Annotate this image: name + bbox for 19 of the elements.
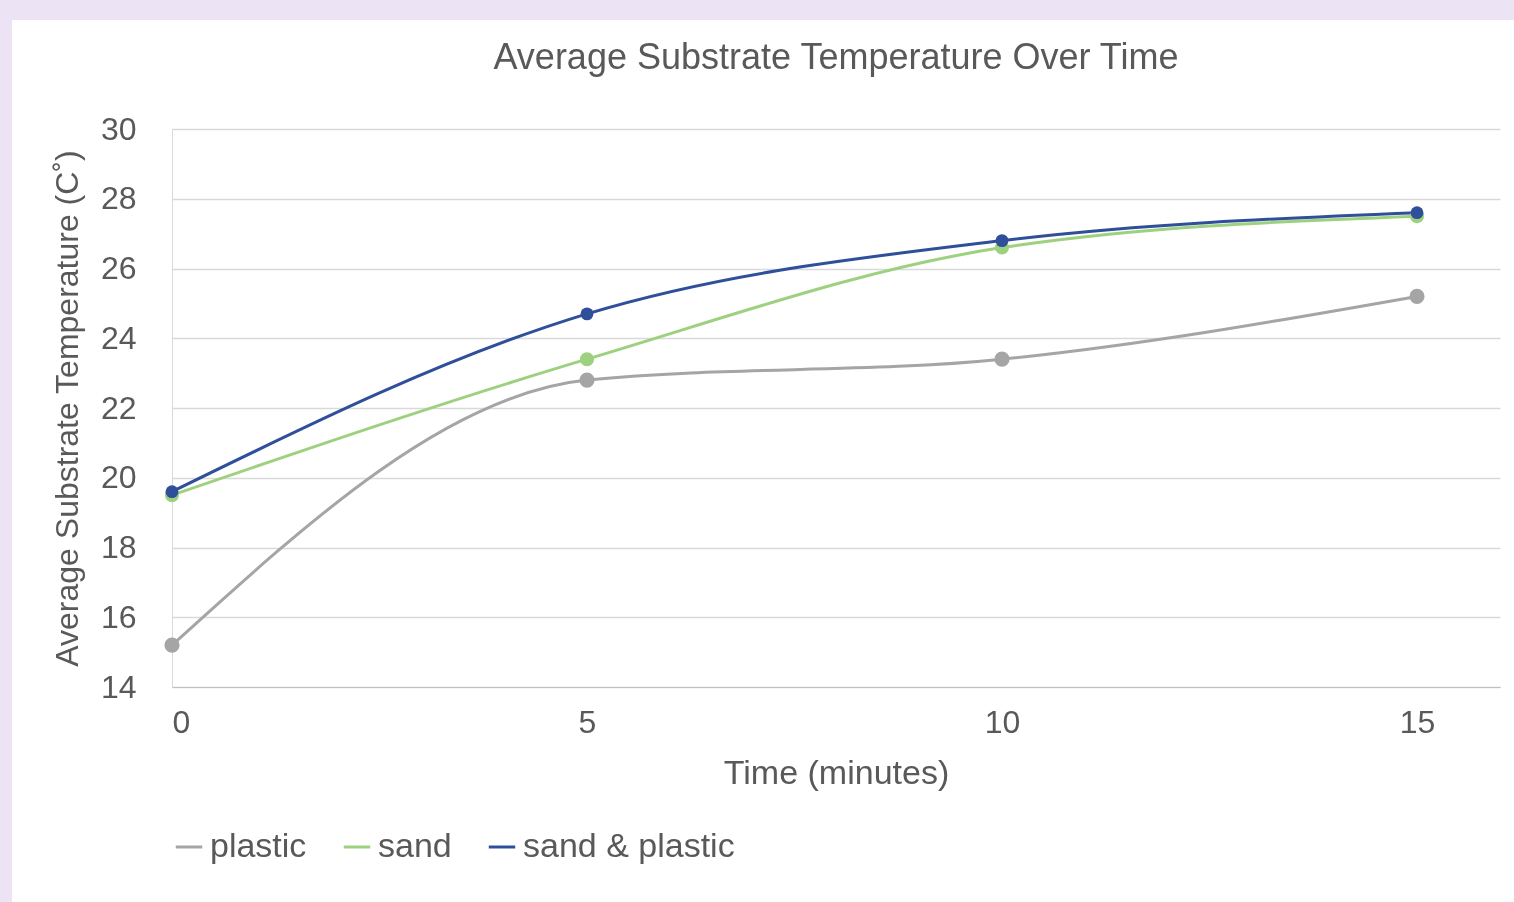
y-tick-label: 28 (100, 180, 137, 217)
y-axis-title: Average Substrate Temperature (C˚) (48, 150, 85, 667)
legend-label: sand (378, 826, 452, 864)
y-tick-label: 14 (100, 668, 137, 705)
y-tick-label: 22 (100, 389, 137, 426)
y-tick-label: 30 (100, 110, 137, 147)
y-tick-label: 26 (100, 250, 137, 286)
x-tick-label: 0 (172, 703, 191, 740)
y-tick-label: 16 (100, 598, 137, 635)
y-tick-label: 24 (100, 319, 137, 356)
y-tick-label: 20 (100, 459, 137, 496)
x-tick-label: 15 (1399, 703, 1436, 740)
legend-label: sand & plastic (523, 826, 735, 864)
x-tick-label: 10 (984, 703, 1021, 740)
x-axis-title: Time (minutes) (723, 752, 950, 791)
legend-label: plastic (210, 826, 307, 864)
y-tick-label: 18 (100, 529, 137, 565)
chart-title: Average Substrate Temperature Over Time (493, 36, 1179, 77)
x-tick-label: 5 (578, 703, 597, 740)
